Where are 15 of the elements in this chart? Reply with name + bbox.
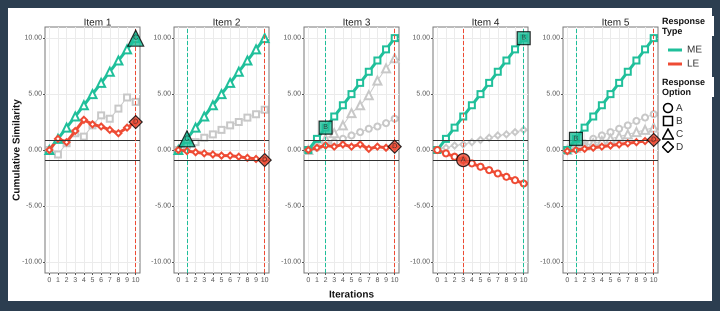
- text: A: [676, 102, 683, 114]
- text: C: [676, 128, 684, 140]
- chart-title: Item 1: [84, 18, 112, 28]
- chart-title: Item 4: [472, 18, 500, 28]
- y-axis-title: Cumulative Similarity: [12, 98, 22, 201]
- legend-label: ME: [687, 44, 702, 56]
- chart-title: Item 5: [602, 18, 630, 28]
- chart-title: Item 3: [342, 18, 371, 28]
- x-axis-title: Iterations: [328, 290, 374, 300]
- text: B: [676, 116, 683, 126]
- legend-label: LE: [687, 58, 700, 70]
- text: Response Option: [662, 77, 714, 97]
- text: D: [676, 142, 684, 152]
- chart-title: Item 2: [212, 18, 241, 28]
- legend-title: Response Type: [662, 16, 714, 36]
